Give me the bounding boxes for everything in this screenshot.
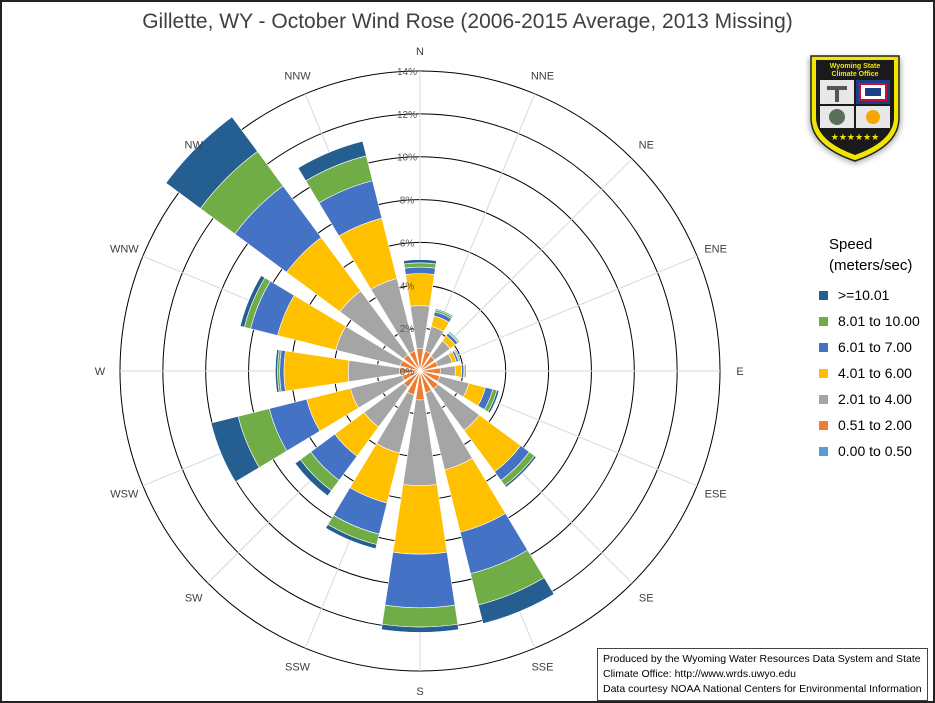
petal-segment-n-4: [404, 266, 436, 275]
petal-segment-nw-6: [165, 116, 258, 209]
legend-swatch: [819, 446, 828, 456]
petal-segment-wnw-6: [239, 275, 266, 328]
direction-label-n: N: [416, 46, 424, 58]
petal-segment-sw-6: [294, 459, 332, 497]
direction-label-wnw: WNW: [110, 244, 139, 256]
direction-label-e: E: [736, 366, 743, 378]
legend-label: 0.51 to 2.00: [838, 417, 912, 433]
petal-segment-w-6: [275, 349, 280, 393]
petal-segment-ene-6: [454, 349, 461, 362]
legend-label: 0.00 to 0.50: [838, 443, 912, 459]
legend-label: 4.01 to 6.00: [838, 365, 912, 381]
direction-label-nnw: NNW: [284, 70, 311, 82]
legend-swatch: [819, 394, 828, 404]
petal-segment-e-6: [464, 363, 467, 379]
petal-segment-ssw-6: [325, 523, 378, 550]
legend: >=10.01 8.01 to 10.00 6.01 to 7.00 4.01 to …: [819, 282, 920, 464]
legend-item: 2.01 to 4.00: [819, 386, 920, 412]
petal-segment-n-6: [403, 259, 437, 265]
legend-item: 4.01 to 6.00: [819, 360, 920, 386]
credit-box: Produced by the Wyoming Water Resources …: [597, 648, 928, 701]
petal-segment-w-3: [283, 350, 350, 392]
legend-title-line2: (meters/sec): [829, 257, 913, 274]
logo-text-line2: Climate Office: [831, 71, 878, 78]
petal-segment-wsw-6: [210, 415, 260, 483]
petal-segment-ese-6: [487, 389, 500, 414]
legend-swatch: [819, 420, 828, 430]
radial-tick-label: 12%: [397, 110, 417, 121]
svg-text:★★★★★★: ★★★★★★: [831, 133, 879, 143]
direction-label-se: SE: [639, 592, 654, 604]
credit-line-2: Climate Office: http://www.wrds.uwyo.edu: [603, 668, 796, 680]
direction-label-s: S: [416, 686, 423, 698]
legend-item: 8.01 to 10.00: [819, 308, 920, 334]
wind-rose-petals: [165, 116, 555, 633]
direction-label-nne: NNE: [531, 70, 554, 82]
petal-segment-e-2: [439, 365, 456, 377]
radial-tick-label: 2%: [400, 324, 415, 335]
direction-label-sw: SW: [185, 592, 203, 604]
direction-label-ese: ESE: [705, 488, 727, 500]
radial-tick-label: 14%: [397, 67, 417, 78]
legend-swatch: [819, 316, 828, 326]
radial-tick-label: 8%: [400, 196, 415, 207]
credit-line-1: Produced by the Wyoming Water Resources …: [603, 653, 921, 665]
legend-swatch: [819, 290, 828, 300]
direction-label-ene: ENE: [704, 244, 727, 256]
spoke: [419, 255, 698, 372]
petal-segment-s-6: [381, 623, 459, 633]
legend-swatch: [819, 342, 828, 352]
legend-label: 8.01 to 10.00: [838, 313, 920, 329]
petal-segment-se-6: [504, 455, 537, 488]
radial-tick-label: 6%: [400, 238, 415, 249]
legend-item: 6.01 to 7.00: [819, 334, 920, 360]
radial-tick-label: 4%: [400, 281, 415, 292]
radial-tick-labels: 0% 2% 4% 6% 8% 10% 12% 14%: [397, 67, 417, 378]
direction-label-w: W: [95, 366, 106, 378]
petal-segment-e-3: [454, 364, 463, 378]
legend-title-line1: Speed: [829, 236, 873, 253]
legend-item: >=10.01: [819, 282, 920, 308]
petal-segment-nne-6: [434, 308, 454, 318]
legend-label: 6.01 to 7.00: [838, 339, 912, 355]
logo-text-line1: Wyoming State: [830, 63, 881, 70]
legend-item: 0.51 to 2.00: [819, 412, 920, 438]
credit-line-3: Data courtesy NOAA National Centers for …: [603, 683, 922, 695]
direction-label-wsw: WSW: [110, 488, 139, 500]
direction-labels: N NNE NE ENE E ESE SE SSE S SSW SW WSW W WNW NW NNW: [95, 46, 744, 698]
legend-label: >=10.01: [838, 287, 890, 303]
radial-tick-label: 0%: [400, 367, 415, 378]
direction-label-ssw: SSW: [285, 662, 311, 674]
petal-segment-s-3: [392, 484, 448, 555]
petal-segment-sse-6: [477, 577, 555, 624]
direction-label-ne: NE: [639, 140, 654, 152]
spoke: [419, 158, 633, 372]
petal-segment-s-5: [381, 604, 459, 628]
direction-label-sse: SSE: [531, 662, 553, 674]
climate-office-logo: Wyoming State Climate Office ★★★★★★: [809, 55, 901, 164]
chart-title: Gillette, WY - October Wind Rose (2006-2…: [142, 10, 793, 33]
legend-label: 2.01 to 4.00: [838, 391, 912, 407]
radial-tick-label: 10%: [397, 153, 417, 164]
direction-label-nw: NW: [185, 140, 204, 152]
legend-swatch: [819, 368, 828, 378]
legend-item: 0.00 to 0.50: [819, 438, 920, 464]
legend-title: Speed (meters/sec): [829, 234, 912, 276]
petal-segment-ne-6: [448, 330, 461, 343]
petal-segment-s-4: [384, 551, 456, 609]
petal-segment-nnw-6: [297, 140, 367, 182]
